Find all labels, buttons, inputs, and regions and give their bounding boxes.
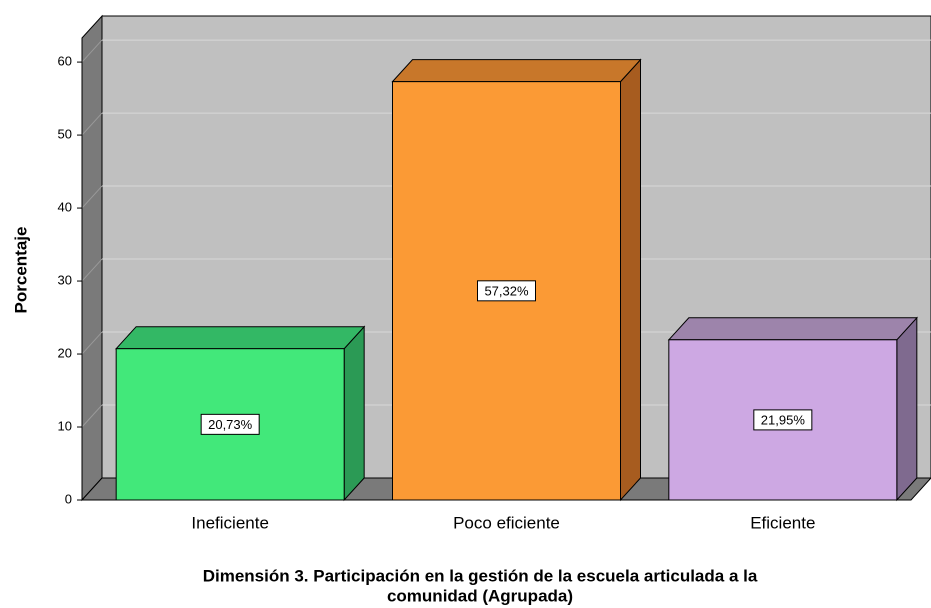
y-tick-label: 50	[58, 127, 72, 142]
grid-line	[81, 404, 103, 428]
bar-top	[391, 59, 642, 83]
grid-line	[81, 185, 103, 209]
grid-line	[81, 331, 103, 355]
grid-line	[81, 112, 103, 136]
bar-side	[896, 316, 918, 502]
x-tick-label: Poco eficiente	[453, 513, 560, 532]
chart-title: comunidad (Agrupada)	[387, 586, 573, 605]
value-label-box	[477, 280, 536, 302]
grid-line	[81, 258, 103, 282]
left-wall	[81, 14, 103, 502]
bar-side	[620, 58, 641, 502]
value-label-box	[753, 409, 813, 431]
y-tick-label: 60	[58, 54, 72, 69]
y-tick-label: 10	[58, 418, 72, 433]
x-tick-label: Ineficiente	[191, 513, 269, 532]
bar-side	[343, 325, 365, 502]
value-label: 20,73%	[208, 417, 253, 432]
y-tick-label: 40	[58, 199, 72, 214]
y-tick-label: 30	[58, 272, 72, 287]
value-label-box	[200, 413, 260, 435]
bar-top	[667, 317, 918, 341]
value-label: 57,32%	[484, 283, 529, 298]
chart-title: Dimensión 3. Participación en la gestión…	[203, 566, 758, 585]
bar-top	[115, 326, 366, 350]
y-tick-label: 20	[58, 345, 72, 360]
y-tick-label: 0	[65, 491, 72, 506]
grid-line	[81, 39, 103, 63]
x-tick-label: Eficiente	[750, 513, 815, 532]
y-axis-label: Porcentaje	[11, 227, 30, 314]
value-label: 21,95%	[761, 412, 806, 427]
